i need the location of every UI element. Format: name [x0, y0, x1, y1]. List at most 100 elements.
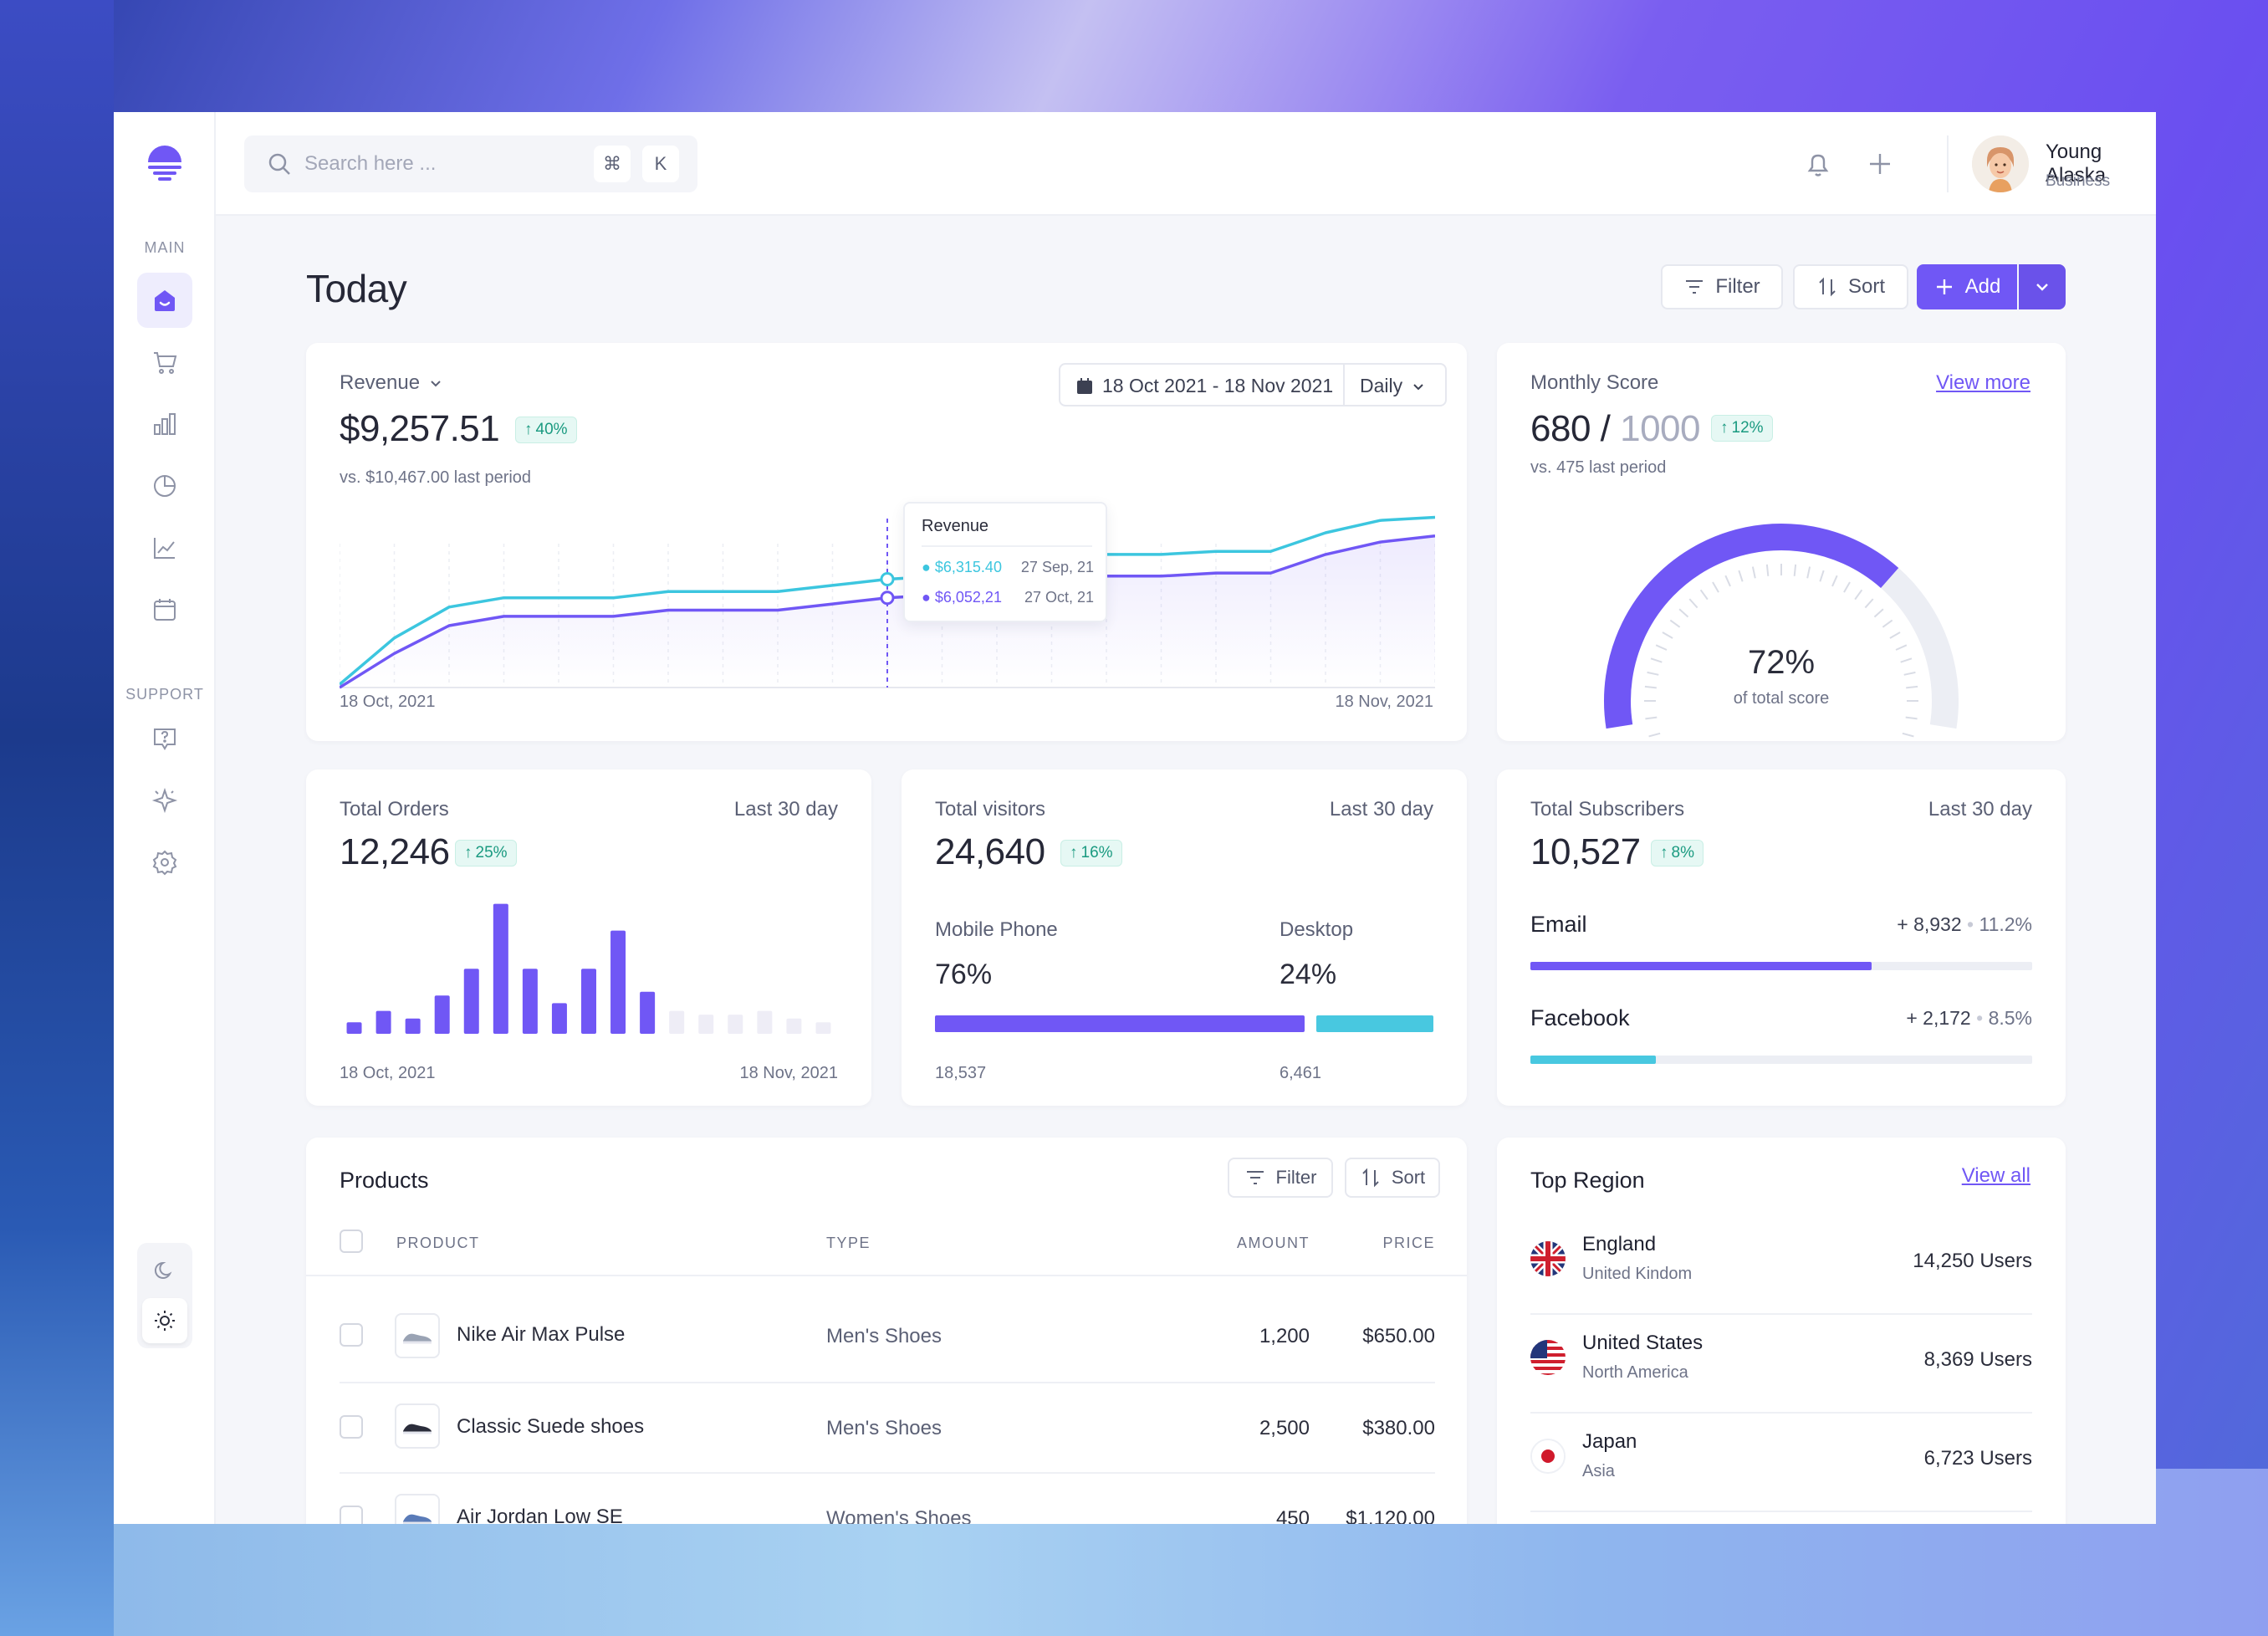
filter-button[interactable]: Filter — [1661, 264, 1783, 309]
sidebar-item-cart[interactable] — [137, 335, 192, 390]
sidebar-support-label: SUPPORT — [125, 686, 204, 703]
product-name[interactable]: Classic Suede shoes — [457, 1415, 645, 1438]
view-all-link[interactable]: View all — [1961, 1164, 2030, 1187]
score-value: 680 — [1530, 408, 1591, 449]
search-icon — [268, 153, 290, 175]
view-more-link[interactable]: View more — [1936, 371, 2030, 394]
sort-button-label: Sort — [1847, 275, 1885, 298]
gauge-tick — [1678, 608, 1689, 618]
sidebar-item-calendar[interactable] — [137, 582, 192, 637]
orders-bar[interactable] — [786, 1018, 802, 1034]
gauge-tick — [1843, 581, 1851, 593]
gauge-tick — [1882, 619, 1893, 628]
create-button[interactable] — [1862, 146, 1898, 182]
visitors-value: 24,640 — [935, 831, 1045, 872]
gauge-tick — [1669, 619, 1681, 628]
gauge-tick — [1902, 732, 1914, 738]
avatar[interactable] — [1972, 135, 2029, 192]
total-visitors-card: Total visitors Last 30 day 24,640 ↑ 16% M… — [902, 769, 1467, 1106]
orders-bar[interactable] — [640, 991, 656, 1034]
orders-bar[interactable] — [463, 969, 479, 1034]
period-select[interactable]: Daily — [1360, 375, 1426, 397]
shoe-icon — [403, 1333, 432, 1344]
orders-bar[interactable] — [669, 1010, 685, 1034]
row-checkbox[interactable] — [340, 1506, 363, 1524]
row-divider — [1530, 1412, 2032, 1414]
region-sub: North America — [1582, 1363, 1688, 1382]
revenue-change: 40% — [535, 421, 568, 438]
dark-mode-button[interactable] — [142, 1248, 187, 1293]
sidebar-item-pie-chart[interactable] — [137, 458, 192, 514]
orders-value: 12,246 — [340, 831, 450, 872]
topbar: ⌘ K Young Alaska Business — [216, 112, 2156, 216]
search-input[interactable] — [304, 147, 580, 181]
sidebar-item-help[interactable] — [137, 711, 192, 766]
row-checkbox[interactable] — [340, 1323, 363, 1347]
orders-bar[interactable] — [581, 969, 596, 1034]
light-mode-button[interactable] — [142, 1298, 187, 1343]
orders-bar[interactable] — [405, 1018, 421, 1034]
add-button[interactable]: Add — [1917, 264, 2017, 309]
products-sort-button[interactable]: Sort — [1345, 1158, 1440, 1198]
logo-icon[interactable] — [146, 146, 184, 184]
orders-bar[interactable] — [434, 995, 450, 1034]
gauge-tick — [1854, 589, 1863, 601]
theme-toggle — [137, 1243, 192, 1348]
product-name[interactable]: Nike Air Max Pulse — [457, 1323, 626, 1346]
arrow-up-icon: ↑ — [1070, 844, 1078, 861]
gauge-tick — [1644, 685, 1657, 689]
orders-bar[interactable] — [551, 1003, 567, 1034]
product-type: Men's Shoes — [826, 1417, 942, 1439]
orders-bar[interactable] — [346, 1022, 362, 1034]
orders-bar[interactable] — [815, 1022, 831, 1034]
product-price: $380.00 — [1362, 1417, 1435, 1439]
sidebar-item-home[interactable] — [137, 273, 192, 328]
region-users: 6,723 Users — [1923, 1447, 2032, 1470]
tooltip-row-date: 27 Oct, 21 — [1024, 589, 1094, 606]
gauge-tick — [1655, 644, 1668, 651]
visitors-period: Last 30 day — [1329, 798, 1433, 821]
orders-bar[interactable] — [375, 1010, 391, 1034]
subscribers-change-badge: ↑ 8% — [1651, 840, 1704, 867]
products-filter-button[interactable]: Filter — [1228, 1158, 1333, 1198]
region-name: Japan — [1582, 1430, 1637, 1453]
monthly-score-card: Monthly Score View more 680 / 1000 ↑ 12% … — [1497, 343, 2066, 741]
gauge-tick — [1699, 589, 1709, 601]
revenue-label: Revenue — [340, 371, 421, 394]
visitors-change-badge: ↑ 16% — [1060, 840, 1122, 867]
revenue-x-end: 18 Nov, 2021 — [1335, 693, 1434, 711]
add-options-button[interactable] — [2019, 264, 2066, 309]
row-checkbox[interactable] — [340, 1415, 363, 1439]
select-all-checkbox[interactable] — [340, 1230, 363, 1253]
orders-bar[interactable] — [610, 930, 626, 1034]
gauge-tick — [1889, 631, 1901, 639]
subscribers-period: Last 30 day — [1928, 798, 2032, 821]
score-change: 12% — [1731, 419, 1764, 437]
orders-bar[interactable] — [522, 969, 538, 1034]
sidebar-item-bar-chart[interactable] — [137, 396, 192, 452]
sidebar-item-settings[interactable] — [137, 835, 192, 890]
revenue-dropdown[interactable]: Revenue — [340, 371, 443, 395]
gauge-tick — [1647, 671, 1659, 676]
line-chart-icon — [154, 538, 175, 559]
products-card: Products Filter Sort PRODUCT TYPE AMOUNT… — [306, 1138, 1467, 1524]
notifications-button[interactable] — [1800, 146, 1836, 182]
sun-icon — [155, 1311, 175, 1331]
channel-facebook-delta: + 2,172 — [1906, 1007, 1971, 1029]
orders-bar[interactable] — [493, 903, 508, 1034]
user-role: Business — [2046, 172, 2111, 190]
uk-flag-icon — [1530, 1241, 1566, 1276]
tooltip-row-value: ● $6,315.40 — [922, 559, 1002, 575]
orders-bar[interactable] — [698, 1015, 714, 1034]
orders-bar[interactable] — [757, 1010, 773, 1034]
product-name[interactable]: Air Jordan Low SE — [457, 1506, 623, 1524]
sidebar-item-line-chart[interactable] — [137, 520, 192, 575]
date-range[interactable]: 18 Oct 2021 - 18 Nov 2021 — [1075, 375, 1333, 397]
sort-button[interactable]: Sort — [1793, 264, 1908, 309]
add-button-label: Add — [1964, 275, 2001, 298]
sidebar-item-sparkle[interactable] — [137, 773, 192, 828]
date-range-picker[interactable]: 18 Oct 2021 - 18 Nov 2021 Daily — [1059, 363, 1447, 406]
orders-bar[interactable] — [728, 1015, 743, 1034]
dashboard-app: MAIN SUPPORT — [114, 112, 2156, 1524]
product-type: Men's Shoes — [826, 1325, 942, 1347]
